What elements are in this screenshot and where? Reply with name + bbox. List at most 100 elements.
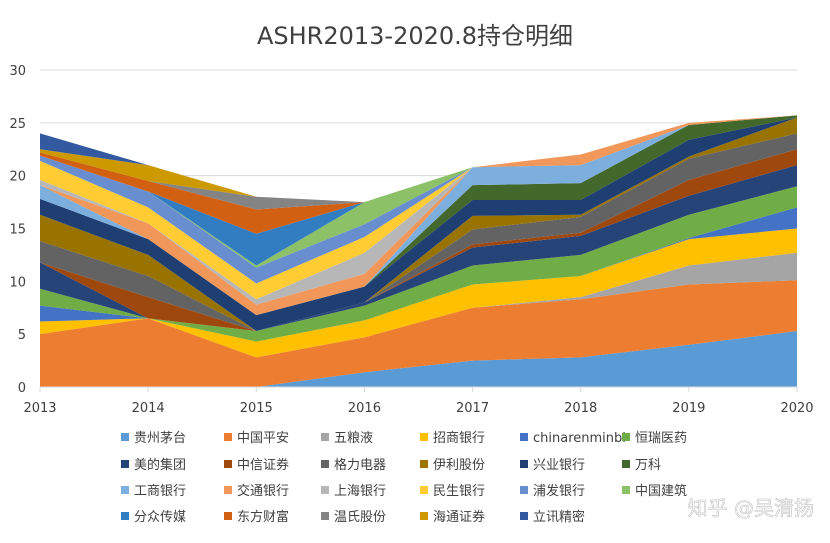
x-tick-label: 2018 <box>564 401 597 416</box>
y-tick-label: 10 <box>9 275 26 290</box>
area-兴业银行 <box>40 117 797 331</box>
legend-item: 贵州茅台 <box>121 431 186 446</box>
legend-label: 浦发银行 <box>533 483 585 499</box>
legend-item: 东方财富 <box>224 509 289 525</box>
legend-label: 分众传媒 <box>134 510 186 525</box>
legend-swatch <box>121 433 129 441</box>
legend-label: 兴业银行 <box>533 458 585 473</box>
legend-label: chinarenminbi <box>533 431 626 446</box>
legend-item: 五粮液 <box>321 431 373 446</box>
legend-label: 万科 <box>635 458 661 473</box>
x-axis-ticks: 2013 2014 2015 2016 2017 2018 2019 2020 <box>23 387 814 416</box>
area-中国平安 <box>40 280 797 387</box>
legend-label: 交通银行 <box>237 483 289 499</box>
legend-label: 伊利股份 <box>433 458 485 473</box>
legend-item: 交通银行 <box>224 483 289 499</box>
y-tick-label: 30 <box>9 64 26 79</box>
legend-swatch <box>420 486 428 494</box>
legend-item: 浦发银行 <box>520 483 585 499</box>
legend-label: 中信证券 <box>237 457 289 473</box>
legend-item: 伊利股份 <box>420 458 485 473</box>
legend-item: 民生银行 <box>420 484 485 499</box>
y-tick-label: 5 <box>18 328 26 343</box>
legend-label: 工商银行 <box>134 484 186 499</box>
area-分众传媒 <box>40 115 797 266</box>
x-tick-label: 2020 <box>780 401 813 416</box>
legend-item: 分众传媒 <box>121 510 186 525</box>
legend-item: 格力电器 <box>321 457 386 473</box>
area-series <box>40 115 797 387</box>
area-格力电器 <box>40 133 797 331</box>
legend-swatch <box>224 460 232 468</box>
legend-swatch <box>520 433 528 441</box>
legend-item: 美的集团 <box>121 457 186 473</box>
legend-swatch <box>622 486 630 494</box>
area-民生银行 <box>40 115 797 300</box>
legend-label: 温氏股份 <box>334 510 386 525</box>
legend-label: 民生银行 <box>433 484 485 499</box>
legend-item: 工商银行 <box>121 484 186 499</box>
legend-swatch <box>121 460 129 468</box>
legend-label: 美的集团 <box>134 457 186 473</box>
y-tick-label: 0 <box>18 381 26 396</box>
legend-item: chinarenminbi <box>520 431 626 446</box>
legend-swatch <box>224 433 232 441</box>
legend-swatch <box>622 433 630 441</box>
legend-swatch <box>321 433 329 441</box>
y-tick-label: 15 <box>9 223 26 238</box>
legend-label: 上海银行 <box>334 484 386 499</box>
legend-label: 立讯精密 <box>533 509 585 525</box>
area-中国建筑 <box>40 115 797 268</box>
legend-label: 恒瑞医药 <box>635 431 687 446</box>
legend-label: 东方财富 <box>237 509 289 525</box>
legend-item: 招商银行 <box>420 431 485 446</box>
legend-swatch <box>121 486 129 494</box>
legend-swatch <box>121 512 129 520</box>
legend-swatch <box>520 512 528 520</box>
area-五粮液 <box>40 252 797 358</box>
x-tick-label: 2019 <box>672 401 705 416</box>
legend-swatch <box>420 433 428 441</box>
legend-item: 中国平安 <box>224 431 289 446</box>
x-tick-label: 2015 <box>240 401 273 416</box>
legend-label: 中国平安 <box>237 431 289 446</box>
y-tick-label: 20 <box>9 170 26 185</box>
legend-swatch <box>520 460 528 468</box>
legend-swatch <box>321 512 329 520</box>
x-tick-label: 2013 <box>23 401 56 416</box>
legend-item: 立讯精密 <box>520 509 585 525</box>
legend-swatch <box>321 460 329 468</box>
legend-swatch <box>420 512 428 520</box>
legend-label: 中国建筑 <box>635 483 687 499</box>
area-招商银行 <box>40 228 797 358</box>
legend-label: 五粮液 <box>334 431 373 446</box>
legend-item: 温氏股份 <box>321 510 386 525</box>
legend-label: 格力电器 <box>334 457 386 473</box>
legend-swatch <box>420 460 428 468</box>
legend-swatch <box>520 486 528 494</box>
legend-item: 万科 <box>622 458 661 473</box>
legend-label: 招商银行 <box>433 431 485 446</box>
chart-title: ASHR2013-2020.8持仓明细 <box>257 22 573 50</box>
y-axis-ticks: 0 5 10 15 20 25 30 <box>9 64 26 396</box>
area-贵州茅台 <box>40 330 797 387</box>
x-tick-label: 2016 <box>348 401 381 416</box>
legend-label: 贵州茅台 <box>134 431 186 446</box>
legend-item: 上海银行 <box>321 484 386 499</box>
legend-item: 中信证券 <box>224 457 289 473</box>
x-tick-label: 2014 <box>132 401 165 416</box>
area-东方财富 <box>40 115 797 234</box>
area-工商银行 <box>40 115 797 316</box>
legend-swatch <box>622 460 630 468</box>
legend-item: 恒瑞医药 <box>622 431 687 446</box>
legend-swatch <box>224 486 232 494</box>
legend-item: 兴业银行 <box>520 458 585 473</box>
legend-item: 海通证券 <box>420 509 485 525</box>
legend-swatch <box>224 512 232 520</box>
legend-swatch <box>321 486 329 494</box>
y-tick-label: 25 <box>9 117 26 132</box>
legend-label: 海通证券 <box>433 509 485 525</box>
area-浦发银行 <box>40 115 797 284</box>
